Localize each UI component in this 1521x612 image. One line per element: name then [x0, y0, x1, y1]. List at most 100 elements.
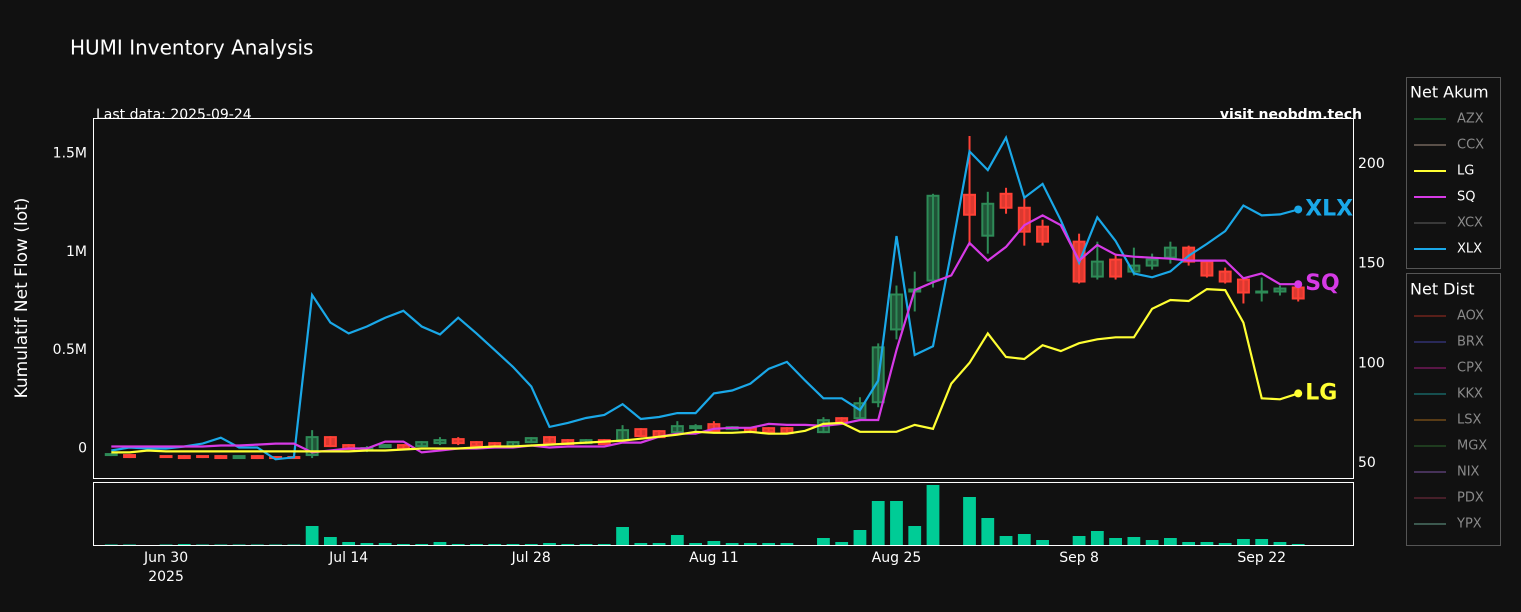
site-note: visit neobdm.tech	[1220, 107, 1362, 123]
y-tick-label: 1M	[66, 244, 87, 260]
x-tick-label: Jul 28	[511, 550, 551, 566]
candle-body	[1291, 286, 1305, 300]
volume-bar	[159, 544, 173, 545]
volume-bar	[287, 544, 301, 545]
volume-bar	[1090, 531, 1104, 545]
volume-bar	[1291, 544, 1305, 545]
legend-label[interactable]: CCX	[1457, 138, 1484, 153]
x-tick-label: Aug 25	[872, 550, 922, 566]
volume-bar	[616, 527, 629, 545]
candle-body	[159, 455, 173, 459]
candle-body	[1236, 278, 1250, 294]
legend-label[interactable]: XLX	[1457, 242, 1482, 257]
volume-bar	[451, 544, 465, 545]
volume-bar	[433, 542, 447, 545]
volume-bar	[1017, 534, 1031, 545]
legend-box	[1406, 273, 1501, 546]
legend-label[interactable]: AOX	[1457, 309, 1484, 324]
volume-bar	[1182, 542, 1196, 545]
volume-bar	[177, 544, 191, 545]
candle-body	[670, 425, 684, 434]
candle-body	[214, 455, 228, 460]
volume-bar	[725, 543, 739, 545]
candle-body	[926, 194, 940, 282]
volume-bar	[305, 526, 319, 545]
volume-bar	[488, 544, 502, 545]
x-tick-label: Jun 30 2025	[143, 550, 188, 585]
x-tick-label: Sep 22	[1237, 550, 1286, 566]
volume-bar	[853, 530, 867, 545]
line-end-label: LG	[1305, 380, 1337, 405]
candle-body	[1090, 260, 1104, 278]
volume-bar	[360, 543, 374, 545]
volume-bar	[652, 543, 666, 545]
legend-label[interactable]: NIX	[1457, 465, 1480, 480]
legend-label[interactable]: YPX	[1456, 268, 1482, 283]
candle-body	[196, 455, 210, 459]
legend-label[interactable]: CPX	[1457, 361, 1483, 376]
volume-bar	[689, 543, 702, 545]
legend-title: Net Akum	[1410, 83, 1489, 102]
volume-frame	[93, 482, 1354, 546]
legend-label[interactable]: XCX	[1457, 216, 1483, 231]
candle-body	[1145, 258, 1159, 267]
plot-frame	[93, 118, 1354, 479]
legend-label[interactable]: YPX	[1456, 517, 1482, 532]
volume-bar	[1036, 540, 1049, 545]
candle-body	[177, 455, 191, 460]
y-tick-label: 0.5M	[53, 342, 87, 358]
line-end-label: XLX	[1305, 196, 1353, 221]
volume-bar	[707, 541, 721, 545]
candle-body	[543, 436, 556, 445]
volume-bar	[1273, 542, 1287, 545]
candle-body	[835, 417, 849, 424]
candle-body	[981, 202, 995, 237]
volume-bar	[1200, 542, 1214, 545]
candle-body	[1200, 260, 1214, 277]
volume-bar	[780, 543, 794, 545]
volume-bar	[1072, 536, 1086, 545]
y2-tick-label: 150	[1358, 256, 1385, 272]
legend-label[interactable]: LSX	[1457, 413, 1481, 428]
volume-bar	[342, 542, 356, 545]
candle-body	[1218, 270, 1232, 283]
chart-title: HUMI Inventory Analysis	[70, 36, 313, 60]
volume-bar	[1145, 540, 1159, 545]
volume-bar	[104, 544, 118, 545]
legend-label[interactable]: AZX	[1457, 112, 1484, 127]
candle-body	[1255, 290, 1269, 294]
line-end-marker	[1294, 389, 1303, 398]
volume-bar	[214, 544, 228, 545]
candle-body	[250, 455, 264, 460]
candle-body	[524, 437, 538, 444]
candle-body	[1017, 206, 1031, 233]
legend-net-akum: Net Akum AZX CCX LG SQ XCX XLX YPX	[1410, 83, 1489, 283]
candle-body	[634, 428, 648, 438]
last-data-note: Last data: 2025-09-24	[96, 107, 252, 123]
candle-body	[415, 441, 429, 448]
volume-bar	[378, 543, 392, 545]
legend-label[interactable]: PDX	[1457, 491, 1484, 506]
candle-body	[470, 441, 483, 448]
candle-body	[963, 193, 976, 216]
volume-bar	[269, 544, 282, 545]
volume-bar	[963, 497, 976, 545]
legend-box	[1406, 77, 1501, 269]
net-flow-line	[111, 134, 1299, 461]
candle-body	[999, 192, 1013, 209]
candle-body	[451, 438, 465, 445]
legend-label[interactable]: KKX	[1457, 387, 1483, 402]
volume-bar	[561, 544, 575, 545]
legend-label[interactable]: MGX	[1457, 439, 1487, 454]
legend-label[interactable]: SQ	[1457, 190, 1475, 205]
legend-label[interactable]: BRX	[1457, 335, 1484, 350]
x-tick-label: Jul 14	[328, 550, 368, 566]
candle-body	[123, 454, 137, 459]
volume-bar	[817, 538, 830, 545]
volume-bar	[579, 544, 593, 545]
volume-bar	[397, 544, 410, 545]
line-end-marker	[1294, 280, 1303, 289]
legend-label[interactable]: LG	[1457, 164, 1474, 179]
candle-body	[1163, 246, 1177, 259]
